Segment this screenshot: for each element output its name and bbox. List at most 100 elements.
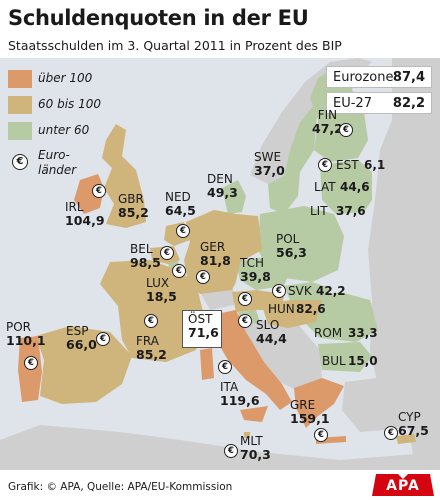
land-balkans (232, 320, 322, 392)
legend-label: unter 60 (38, 123, 90, 137)
country-label-ita: ITA 119,6 (220, 380, 260, 408)
land-malta (244, 432, 250, 438)
apa-logo: APA (372, 474, 434, 496)
land-italy (206, 310, 292, 410)
legend-swatch (8, 70, 32, 88)
legend-swatch (8, 122, 32, 140)
legend-euro-line2: länder (38, 163, 77, 177)
euro-coin-icon: € (224, 444, 238, 458)
country-label-slo: SLO 44,4 (256, 318, 287, 346)
country-label-lat: LAT (314, 180, 336, 194)
euro-coin-icon: € (218, 360, 232, 374)
country-code: GBR (118, 192, 144, 206)
land-sardinia (200, 348, 214, 380)
country-value: 67,5 (398, 423, 429, 438)
country-label-fin: FIN 47,2 (312, 108, 343, 136)
euro-coin-icon: € (196, 270, 210, 284)
euro-coin-icon: € (238, 314, 252, 328)
country-code: ROM (314, 326, 343, 340)
country-code: LIT (310, 204, 328, 218)
country-code: ITA (220, 380, 239, 394)
euro-coin-icon: € (144, 314, 158, 328)
country-code: BUL (322, 354, 346, 368)
country-label-lit-value: 37,6 (336, 204, 366, 218)
euro-coin-icon: € (339, 123, 353, 137)
aggregate-name: Eurozone (333, 70, 394, 85)
country-label-bul: BUL (322, 354, 346, 368)
country-label-lux: LUX 18,5 (146, 276, 177, 304)
euro-coin-icon: € (318, 158, 332, 172)
country-value: 39,8 (240, 269, 271, 284)
legend-label: über 100 (38, 71, 93, 85)
country-value: 104,9 (65, 213, 105, 228)
land-baltics (320, 160, 372, 214)
euro-coin-icon: € (272, 284, 286, 298)
country-code: NED (165, 190, 191, 204)
aggregate-name: EU-27 (333, 96, 372, 111)
country-label-ned: NED 64,5 (165, 190, 196, 218)
country-value: 70,3 (240, 447, 271, 462)
country-value: 64,5 (165, 203, 196, 218)
country-code: EST (336, 158, 359, 172)
country-code: GER (200, 240, 226, 254)
country-value: 85,2 (118, 205, 149, 220)
country-label-por: POR 110,1 (6, 320, 46, 348)
land-greece (294, 378, 344, 428)
aggregate-value: 87,4 (392, 70, 425, 85)
logo-text: APA (386, 478, 420, 494)
euro-coin-icon: € (12, 154, 28, 170)
country-label-swe: SWE 37,0 (254, 150, 285, 178)
country-code: IRL (65, 200, 84, 214)
aggregate-eu27: EU-27 82,2 (326, 92, 432, 114)
country-label-hun: HUN (268, 302, 295, 316)
country-value: 47,2 (312, 121, 343, 136)
land-cyprus (396, 434, 416, 444)
country-value: 18,5 (146, 289, 177, 304)
country-value: 37,0 (254, 163, 285, 178)
europe-map (0, 58, 440, 470)
legend-euro-line1: Euro- (38, 148, 70, 162)
country-code: POL (276, 232, 300, 246)
country-label-tch: TCH 39,8 (240, 256, 271, 284)
country-value: 119,6 (220, 393, 260, 408)
euro-coin-icon: € (24, 356, 38, 370)
country-value: 44,4 (256, 331, 287, 346)
land-turkey (342, 370, 440, 432)
land-north-africa (0, 425, 440, 470)
country-code: ÖST (188, 312, 213, 326)
country-code: SWE (254, 150, 282, 164)
country-code: DEN (207, 172, 233, 186)
country-label-lat-value: 44,6 (340, 180, 370, 194)
country-code: BEL (130, 242, 153, 256)
country-label-lit: LIT (310, 204, 328, 218)
map-title: Schuldenquoten in der EU (8, 6, 309, 30)
country-value: 71,6 (188, 325, 219, 340)
land-france (100, 260, 206, 362)
country-label-gbr: GBR 85,2 (118, 192, 149, 220)
country-label-mlt: MLT 70,3 (240, 434, 271, 462)
euro-coin-icon: € (96, 332, 110, 346)
country-label-rom: ROM (314, 326, 342, 340)
country-code: TCH (240, 256, 265, 270)
legend-swatch (8, 96, 32, 114)
country-code: ESP (66, 324, 89, 338)
country-label-hun-value: 82,6 (296, 302, 326, 316)
country-label-cyp: CYP 67,5 (398, 410, 429, 438)
country-code: FIN (317, 108, 338, 122)
country-value: 49,3 (207, 185, 238, 200)
legend-label: 60 bis 100 (38, 97, 102, 111)
country-value: 81,8 (200, 253, 231, 268)
land-sweden (268, 100, 318, 214)
euro-coin-icon: € (160, 246, 174, 260)
land-great-britain (102, 124, 146, 228)
source-credit: Grafik: © APA, Quelle: APA/EU-Kommission (8, 481, 233, 493)
country-code: CYP (398, 410, 421, 424)
country-label-est: EST (336, 158, 359, 172)
country-label-irl: IRL 104,9 (65, 200, 105, 228)
euro-coin-icon: € (384, 426, 398, 440)
country-value: 98,5 (130, 255, 161, 270)
austria-highlight-box (182, 310, 222, 348)
country-label-esp: ESP 66,0 (66, 324, 97, 352)
country-label-bel: BEL 98,5 (130, 242, 161, 270)
map-shapes (0, 58, 440, 470)
